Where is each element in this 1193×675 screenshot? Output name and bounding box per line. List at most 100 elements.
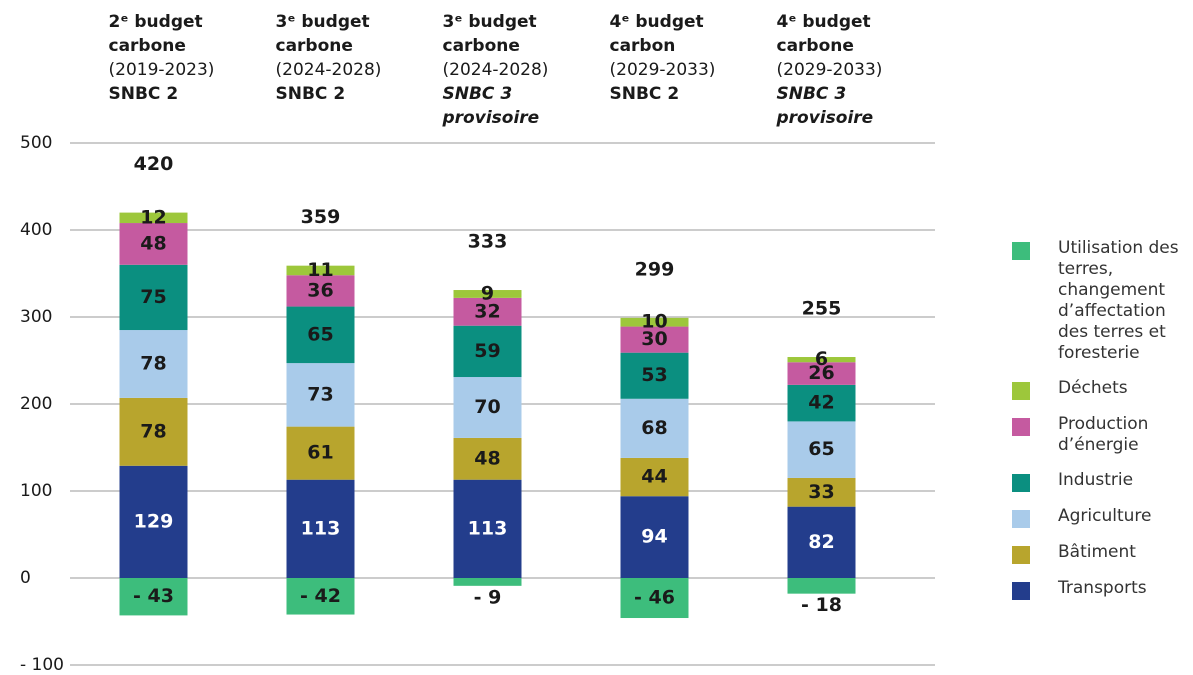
- value-label: 129: [134, 510, 174, 532]
- value-label: 75: [140, 286, 166, 308]
- column-header: (2024-2028): [276, 60, 382, 80]
- y-tick-label: 200: [20, 394, 52, 414]
- value-label: 73: [307, 383, 333, 405]
- bar-segment: [119, 212, 188, 224]
- bar-segment: [620, 317, 689, 327]
- bar-segment: [620, 578, 689, 619]
- bar-segment: [453, 437, 522, 480]
- value-label: 68: [641, 417, 667, 439]
- legend-item: Déchets: [1012, 378, 1193, 400]
- column-header: 3ᵉ budget: [276, 12, 370, 32]
- column-header: carbone: [109, 36, 186, 56]
- legend-item: Production d’énergie: [1012, 414, 1193, 456]
- legend-item: Utilisation des terres, changement d’aff…: [1012, 238, 1193, 364]
- value-label: 9: [481, 282, 494, 304]
- bar-segment: [620, 496, 689, 578]
- column-header: carbone: [777, 36, 854, 56]
- column-header: SNBC 2: [610, 84, 680, 104]
- value-label: 65: [307, 323, 333, 345]
- column-header: SNBC 2: [109, 84, 179, 104]
- value-label: 11: [307, 259, 333, 281]
- bar-segment: [453, 297, 522, 326]
- bar-segment: [286, 363, 355, 427]
- value-label: 82: [808, 531, 834, 553]
- column-header: carbone: [443, 36, 520, 56]
- total-label: 333: [468, 231, 508, 253]
- legend-item: Transports: [1012, 578, 1193, 600]
- value-label: 42: [808, 392, 834, 414]
- legend-label: Agriculture: [1058, 506, 1152, 526]
- bar-segment: [453, 290, 522, 298]
- legend-label: Utilisation des terres, changement d’aff…: [1058, 238, 1179, 363]
- y-tick-label: 400: [20, 220, 52, 240]
- legend-swatch: [1012, 418, 1030, 436]
- value-label: 26: [808, 362, 834, 384]
- bar-segment: [286, 479, 355, 578]
- total-label: 420: [134, 153, 174, 175]
- legend-swatch: [1012, 382, 1030, 400]
- value-label: 32: [474, 300, 500, 322]
- bar-segment: [787, 384, 856, 422]
- bar-segment: [286, 426, 355, 480]
- value-label: - 42: [300, 585, 341, 607]
- column-header: (2024-2028): [443, 60, 549, 80]
- bar-segment: [620, 352, 689, 399]
- bar-segment: [620, 457, 689, 497]
- column-header: 3ᵉ budget: [443, 12, 537, 32]
- legend-item: Agriculture: [1012, 506, 1193, 528]
- bar-segment: [286, 578, 355, 615]
- value-label: 61: [307, 442, 333, 464]
- y-tick-label: 100: [20, 481, 52, 501]
- bar-segment: [787, 477, 856, 507]
- bar-segment: [453, 325, 522, 378]
- value-label: - 43: [133, 585, 174, 607]
- column-header: carbon: [610, 36, 676, 56]
- column-header: (2019-2023): [109, 60, 215, 80]
- value-label: - 9: [474, 586, 502, 608]
- legend-label: Bâtiment: [1058, 542, 1136, 562]
- value-label: - 46: [634, 587, 675, 609]
- bar-segment: [119, 223, 188, 265]
- value-label: 113: [468, 517, 508, 539]
- bar-segment: [787, 362, 856, 385]
- legend-swatch: [1012, 546, 1030, 564]
- value-label: 94: [641, 526, 667, 548]
- y-tick-label: 0: [20, 568, 31, 588]
- bar-segment: [119, 578, 188, 616]
- legend-label: Transports: [1058, 578, 1147, 598]
- value-label: 12: [140, 206, 166, 228]
- column-header: carbone: [276, 36, 353, 56]
- bar-segment: [453, 578, 522, 586]
- legend-swatch: [1012, 582, 1030, 600]
- bar-segment: [787, 578, 856, 594]
- value-label: 53: [641, 364, 667, 386]
- column-header: SNBC 3: [777, 84, 847, 104]
- legend-item: Industrie: [1012, 470, 1193, 492]
- value-label: 48: [474, 447, 500, 469]
- value-label: 33: [808, 481, 834, 503]
- bar-segment: [620, 326, 689, 353]
- bar-segment: [453, 377, 522, 438]
- bar-segment: [787, 506, 856, 578]
- bar-segment: [119, 264, 188, 331]
- value-label: 48: [140, 232, 166, 254]
- legend-label: Industrie: [1058, 470, 1134, 490]
- total-label: 359: [301, 206, 341, 228]
- column-header: 4ᵉ budget: [777, 12, 871, 32]
- column-header: provisoire: [442, 108, 540, 128]
- legend-swatch: [1012, 474, 1030, 492]
- value-label: 65: [808, 438, 834, 460]
- y-tick-label: - 100: [20, 655, 64, 675]
- value-label: 78: [140, 420, 166, 442]
- bar-segment: [787, 421, 856, 478]
- legend-label: Déchets: [1058, 378, 1128, 398]
- total-label: 255: [802, 298, 842, 320]
- bar-segment: [286, 265, 355, 276]
- column-header: (2029-2033): [777, 60, 883, 80]
- column-header: 2ᵉ budget: [109, 12, 203, 32]
- value-label: 78: [140, 352, 166, 374]
- value-label: 70: [474, 396, 500, 418]
- bar-segment: [286, 306, 355, 364]
- bar-segment: [119, 465, 188, 578]
